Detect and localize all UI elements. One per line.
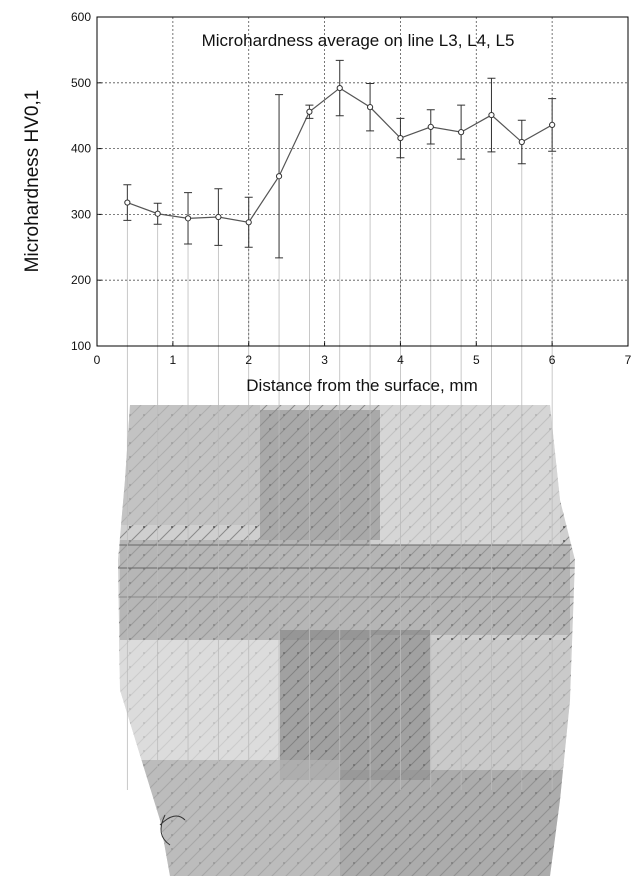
data-point xyxy=(427,123,434,130)
y-tick-label: 400 xyxy=(71,142,91,156)
x-axis-label: Distance from the surface, mm xyxy=(246,376,477,395)
chart-title: Microhardness average on line L3, L4, L5 xyxy=(202,31,515,50)
y-tick-label: 100 xyxy=(71,339,91,353)
y-tick-label: 200 xyxy=(71,273,91,287)
data-point xyxy=(488,111,495,119)
data-point xyxy=(245,219,252,226)
data-point xyxy=(549,121,556,129)
x-tick-label: 3 xyxy=(321,353,328,367)
data-point xyxy=(154,210,161,217)
x-tick-label: 0 xyxy=(94,353,101,367)
data-point xyxy=(458,129,465,136)
x-tick-label: 2 xyxy=(245,353,252,367)
x-tick-label: 7 xyxy=(625,353,632,367)
data-point xyxy=(124,199,131,206)
y-tick-label: 600 xyxy=(71,10,91,24)
data-point xyxy=(275,173,283,180)
x-tick-label: 6 xyxy=(549,353,556,367)
data-point xyxy=(366,104,374,111)
y-axis-label: Microhardness HV0,1 xyxy=(22,90,43,273)
data-point xyxy=(306,108,313,115)
data-point xyxy=(184,215,192,222)
y-tick-label: 500 xyxy=(71,76,91,90)
x-tick-label: 5 xyxy=(473,353,480,367)
data-point xyxy=(397,134,404,142)
chart: 100 200 300 400 500 600 0 1 2 3 4 5 6 7 xyxy=(71,10,632,367)
plot-frame xyxy=(96,16,629,347)
data-point xyxy=(518,138,525,146)
marking xyxy=(159,814,186,846)
x-tick-label: 4 xyxy=(397,353,404,367)
y-tick-label: 300 xyxy=(71,207,91,221)
x-tick-label: 1 xyxy=(170,353,177,367)
micrograph xyxy=(118,405,575,876)
data-point xyxy=(215,213,222,221)
data-point xyxy=(336,84,343,92)
